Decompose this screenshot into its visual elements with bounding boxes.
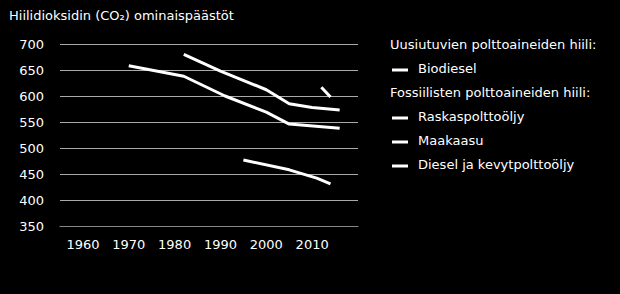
svg-text:Uusiutuvien polttoaineiden hii: Uusiutuvien polttoaineiden hiili: (390, 37, 596, 52)
svg-text:550: 550 (19, 115, 44, 130)
svg-text:2010: 2010 (296, 237, 329, 252)
svg-text:1960: 1960 (66, 237, 99, 252)
svg-text:Biodiesel: Biodiesel (418, 61, 477, 76)
svg-text:400: 400 (19, 193, 44, 208)
svg-text:Maakaasu: Maakaasu (418, 133, 483, 148)
svg-text:500: 500 (19, 141, 44, 156)
svg-text:1980: 1980 (158, 237, 191, 252)
svg-text:Fossiilisten polttoaineiden hi: Fossiilisten polttoaineiden hiili: (390, 85, 590, 100)
svg-text:2000: 2000 (250, 237, 283, 252)
svg-text:650: 650 (19, 63, 44, 78)
svg-text:450: 450 (19, 167, 44, 182)
svg-text:Raskaspolttoöljy: Raskaspolttoöljy (418, 109, 525, 124)
svg-text:Hiilidioksidin (CO₂) ominaispä: Hiilidioksidin (CO₂) ominaispäästöt (9, 8, 234, 23)
svg-text:1990: 1990 (204, 237, 237, 252)
svg-text:350: 350 (19, 219, 44, 234)
svg-text:600: 600 (19, 89, 44, 104)
svg-text:Diesel ja kevytpolttoöljy: Diesel ja kevytpolttoöljy (418, 157, 575, 172)
svg-text:700: 700 (19, 37, 44, 52)
svg-text:1970: 1970 (112, 237, 145, 252)
